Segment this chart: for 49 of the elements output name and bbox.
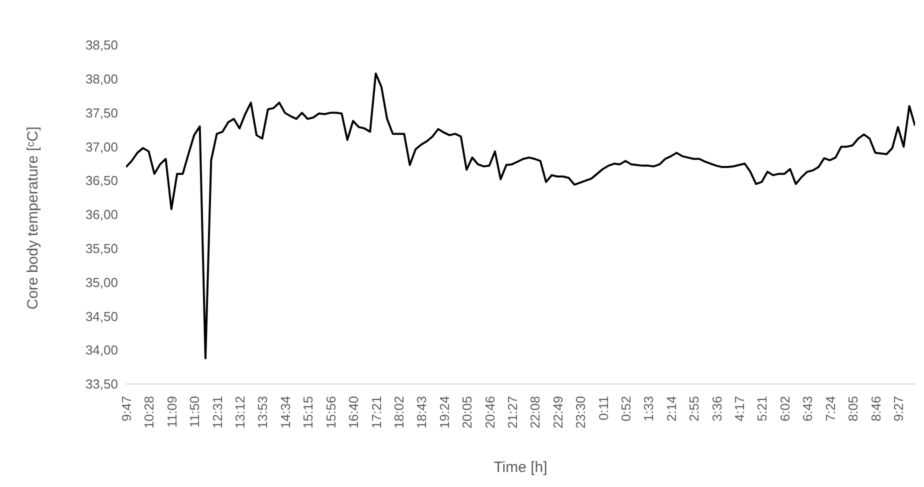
x-tick-label: 2:14 <box>664 396 679 422</box>
y-tick-label: 34,00 <box>85 342 118 358</box>
x-axis-title: Time [h] <box>494 459 548 476</box>
x-tick-label: 0:11 <box>596 396 611 420</box>
x-tick-label: 6:43 <box>800 396 816 422</box>
y-tick-label: 36,00 <box>85 207 118 222</box>
y-tick-label: 38,00 <box>85 72 118 87</box>
x-tick-label: 9:47 <box>119 396 134 422</box>
y-axis-title: Core body temperature [ᶜC] <box>24 126 42 310</box>
x-tick-label: 13:12 <box>232 396 248 429</box>
x-tick-label: 20:46 <box>482 396 498 429</box>
x-tick-label: 1:33 <box>641 396 656 422</box>
y-tick-label: 36,50 <box>85 173 118 188</box>
x-tick-label: 22:49 <box>550 396 566 429</box>
x-tick-label: 11:09 <box>164 396 180 428</box>
x-tick-label: 7:24 <box>822 396 838 422</box>
x-tick-label: 15:15 <box>300 396 316 429</box>
y-tick-label: 33,50 <box>85 376 118 392</box>
x-tick-label: 0:52 <box>618 396 634 422</box>
x-tick-label: 2:55 <box>686 396 702 422</box>
x-tick-label: 15:56 <box>323 396 338 429</box>
x-tick-label: 18:02 <box>391 396 406 429</box>
x-tick-label: 12:31 <box>210 396 225 429</box>
y-tick-label: 37,50 <box>85 105 118 120</box>
x-tick-label: 3:36 <box>709 396 724 422</box>
x-tick-label: 18:43 <box>414 396 430 429</box>
x-tick-label: 21:27 <box>504 396 520 429</box>
x-tick-label: 20:05 <box>460 396 475 429</box>
x-tick-label: 23:30 <box>573 396 588 429</box>
line-series <box>126 72 915 360</box>
x-tick-label: 8:46 <box>868 396 884 422</box>
y-tick-label: 37,00 <box>85 139 118 154</box>
y-tick-label: 35,00 <box>85 274 118 290</box>
x-tick-label: 17:21 <box>368 396 384 429</box>
x-tick-label: 13:53 <box>255 396 270 429</box>
x-tick-label: 8:05 <box>846 396 861 422</box>
x-tick-label: 14:34 <box>278 396 293 429</box>
x-tick-label: 4:17 <box>732 396 748 422</box>
x-tick-label: 22:08 <box>528 396 543 429</box>
y-tick-label: 38,50 <box>85 38 118 53</box>
y-tick-label: 35,50 <box>85 241 118 256</box>
x-tick-label: 9:27 <box>890 396 906 422</box>
x-tick-label: 19:24 <box>436 396 452 429</box>
x-tick-label: 6:02 <box>777 396 792 422</box>
x-tick-label: 5:21 <box>754 396 770 422</box>
x-tick-label: 10:28 <box>142 396 157 429</box>
x-tick-label: 16:40 <box>346 396 362 429</box>
x-tick-label: 11:50 <box>187 396 202 428</box>
y-tick-label: 34,50 <box>85 308 118 324</box>
